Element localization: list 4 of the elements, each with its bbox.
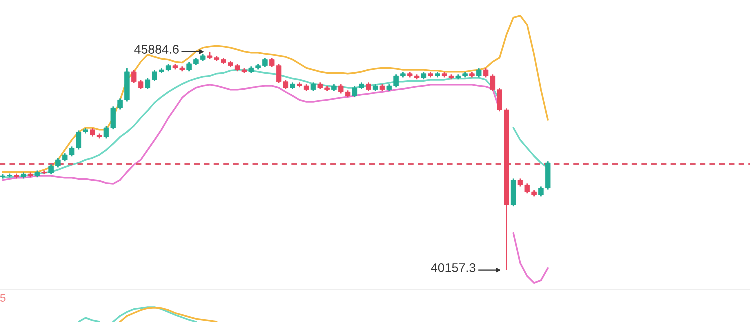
- text: 5: [0, 294, 6, 302]
- annotation: 40157.3: [431, 263, 476, 272]
- candlestick: [476, 68, 482, 78]
- annotation: 45884.6: [134, 45, 179, 54]
